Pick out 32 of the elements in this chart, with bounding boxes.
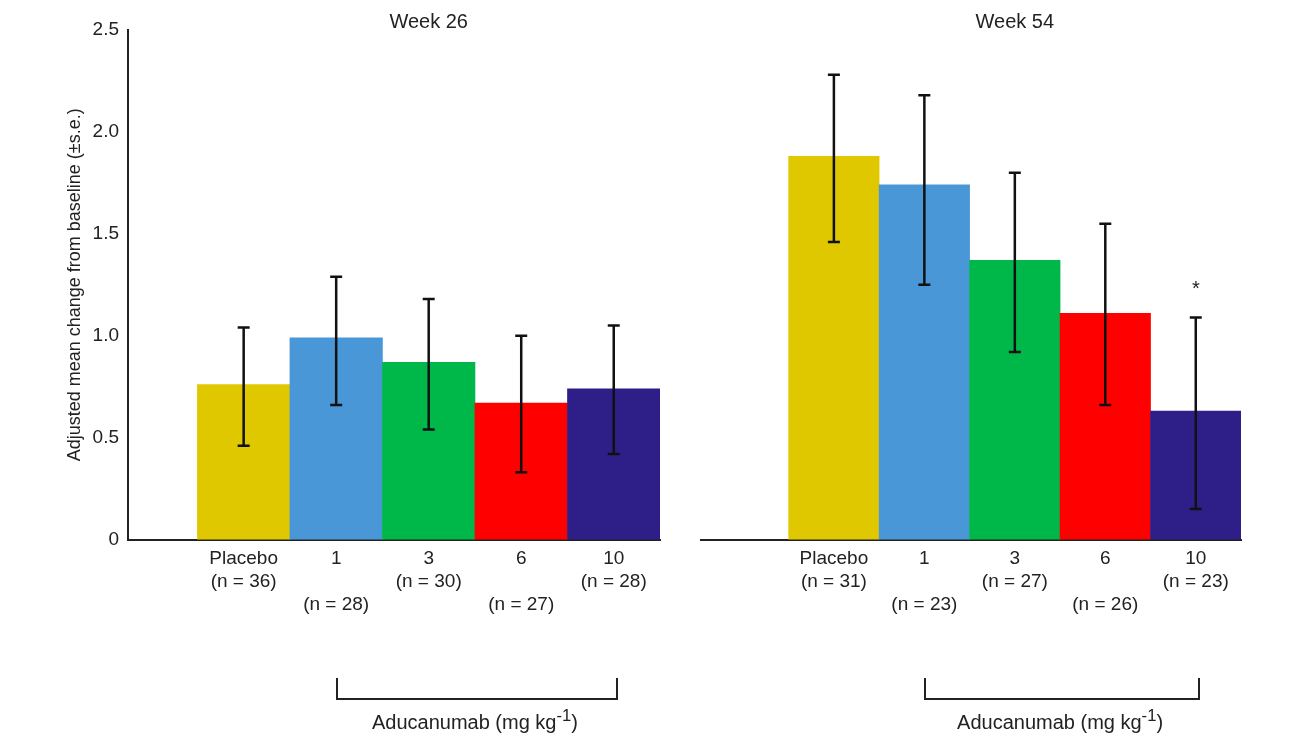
x-axis-title: Aducanumab (mg kg$^{-1}$) xyxy=(371,706,578,734)
x-axis-title: Aducanumab (mg kg$^{-1}$) xyxy=(957,706,1164,734)
x-tick-label: 3 (n = 30) xyxy=(395,547,462,592)
y-tick-label: 0.5 xyxy=(92,425,120,447)
category-label: 1 (n = 23) xyxy=(891,547,958,614)
bar xyxy=(567,388,660,540)
annotation: * xyxy=(1191,276,1200,299)
y-tick-label: 1.5 xyxy=(92,222,120,244)
bar xyxy=(969,260,1061,540)
x-tick-label: 3 (n = 27) xyxy=(981,547,1048,592)
chart-title: Week 54 xyxy=(975,10,1055,32)
bar xyxy=(289,337,383,540)
y-axis-title: Adjusted mean change from baseline (±s.e.) xyxy=(63,108,84,462)
bar xyxy=(788,156,880,540)
bar xyxy=(1150,410,1241,540)
y-tick-label: 2.0 xyxy=(92,120,120,142)
bar xyxy=(878,184,970,540)
chart-title: Week 26 xyxy=(389,10,468,32)
bar xyxy=(474,402,568,540)
category-label: 1 (n = 28) xyxy=(303,547,370,614)
x-tick-label: Placebo (n = 36) xyxy=(209,547,278,592)
bar xyxy=(197,384,291,540)
category-label: 6 (n = 26) xyxy=(1072,547,1139,614)
bar xyxy=(1059,313,1151,540)
category-label: 6 (n = 27) xyxy=(488,547,555,614)
x-tick-label: Placebo (n = 31) xyxy=(799,547,869,592)
x-tick-label: 10 (n = 28) xyxy=(580,547,647,592)
y-tick-label: 2.5 xyxy=(92,18,120,40)
y-tick-label: 0 xyxy=(108,527,120,549)
y-tick-label: 1.0 xyxy=(92,323,120,345)
bar xyxy=(382,361,476,540)
x-tick-label: 10 (n = 23) xyxy=(1162,547,1229,592)
